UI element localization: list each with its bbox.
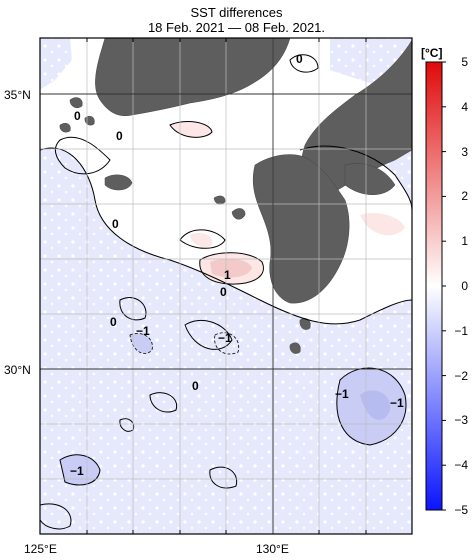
lat-label-30: 30°N <box>4 363 31 377</box>
colorbar-tick-label: −4 <box>454 458 468 472</box>
contour-label: 0 <box>116 129 123 143</box>
contour-label: 0 <box>192 379 199 393</box>
major-gridlines <box>40 38 412 534</box>
contour-label: 0 <box>74 109 81 123</box>
colorbar-tick-label: −1 <box>454 324 468 338</box>
shikoku <box>344 163 396 195</box>
contour-label: 0 <box>110 315 117 329</box>
yakushima-island <box>289 342 301 354</box>
contour-label-group: 0 0 0 0 1 0 0 −1 −1 0 −1 −1 −1 <box>70 52 404 478</box>
colorbar-tick-label: 5 <box>461 55 468 69</box>
iki-island <box>213 195 226 205</box>
contour-label: −1 <box>136 324 150 338</box>
kyushu <box>252 154 350 304</box>
colorbar-tick-labels: 5 4 3 2 1 0 −1 −2 −3 −4 −5 <box>454 55 468 517</box>
lon-label-125: 125°E <box>24 542 57 556</box>
contour-label: −1 <box>218 331 232 345</box>
contour-label: 0 <box>112 217 119 231</box>
jeju-island <box>104 174 133 191</box>
land-masses <box>59 38 412 354</box>
contour-label: 0 <box>296 52 303 66</box>
contour-label: −1 <box>70 464 84 478</box>
core-negative-patch <box>360 390 391 420</box>
lon-label-130: 130°E <box>256 542 289 556</box>
colorbar-tick-label: 4 <box>461 100 468 114</box>
colorbar-tick-label: −3 <box>454 413 468 427</box>
lat-label-35: 35°N <box>4 88 31 102</box>
colorbar-tick-label: 2 <box>461 189 468 203</box>
frame-ticks <box>86 38 367 534</box>
colorbar-tick-label: 0 <box>461 279 468 293</box>
colorbar <box>425 61 443 511</box>
colorbar-tick-label: 1 <box>461 234 468 248</box>
colorbar-tick-label: −2 <box>454 369 468 383</box>
contour-label: 0 <box>220 285 227 299</box>
chart-title: SST differences <box>190 5 283 20</box>
contour-label: −1 <box>335 387 349 401</box>
tsushima-island <box>231 208 246 220</box>
colorbar-unit: [°C] <box>421 46 442 60</box>
positive-core <box>210 258 252 278</box>
colorbar-ticks <box>442 61 446 511</box>
colorbar-tick-label: −5 <box>454 503 468 517</box>
date-range-subtitle: 18 Feb. 2021 — 08 Feb. 2021. <box>147 20 326 35</box>
contour-label: −1 <box>390 396 404 410</box>
colorbar-tick-label: 3 <box>461 145 468 159</box>
contour-label: 1 <box>224 268 231 282</box>
